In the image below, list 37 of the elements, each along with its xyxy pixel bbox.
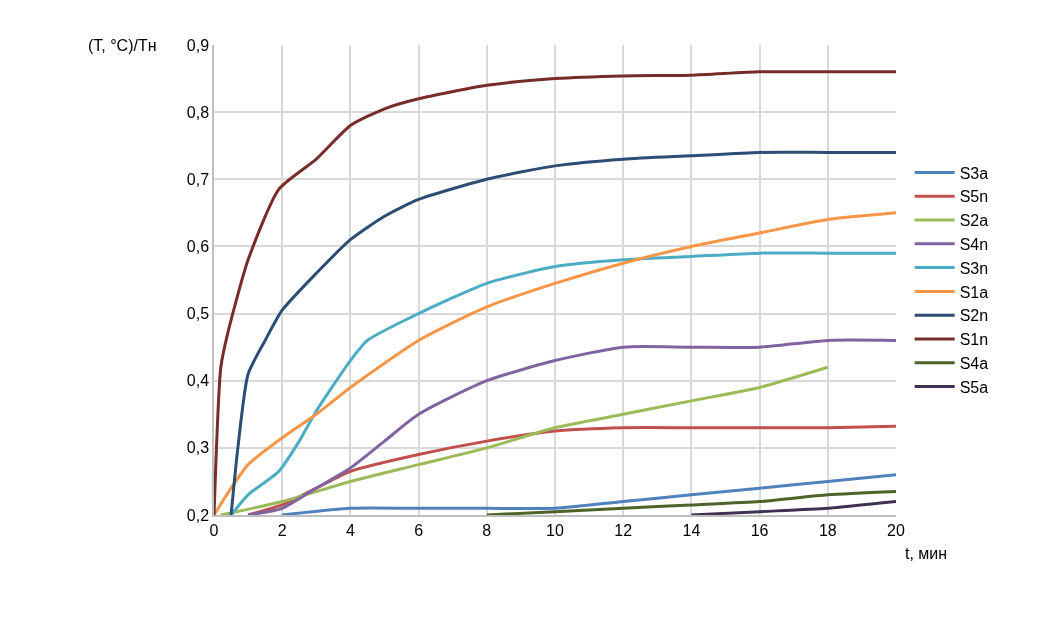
y-tick-label: 0,8 — [186, 103, 210, 121]
y-tick-label: 0,7 — [186, 170, 210, 188]
line-series — [485, 490, 896, 515]
legend-label: S4n — [959, 236, 989, 254]
legend-label: S1a — [959, 283, 989, 301]
line-series — [246, 338, 896, 515]
x-tick-label: 18 — [818, 521, 837, 539]
y-tick-label: 0,4 — [186, 372, 210, 390]
legend-label: S2a — [959, 212, 989, 230]
x-tick-label: 2 — [277, 521, 287, 539]
x-tick-label: 0 — [209, 521, 219, 539]
x-tick-label: 4 — [345, 521, 355, 539]
x-axis-title: t, мин — [905, 545, 948, 562]
line-series — [689, 500, 896, 515]
x-tick-label: 12 — [614, 521, 633, 539]
y-tick-label: 0,9 — [186, 36, 210, 54]
legend-label: S5a — [959, 378, 989, 396]
y-tick-label: 0,3 — [186, 439, 210, 457]
x-tick-label: 14 — [682, 521, 701, 539]
legend-label: S3a — [959, 164, 989, 182]
legend-label: S3n — [959, 259, 989, 277]
y-tick-label: 0,2 — [186, 506, 210, 524]
x-tick-label: 10 — [546, 521, 564, 539]
y-tick-label: 0,5 — [186, 305, 210, 323]
x-tick-label: 8 — [482, 521, 492, 539]
x-tick-label: 20 — [887, 521, 905, 539]
legend-label: S2n — [959, 307, 989, 325]
line-series — [280, 473, 896, 515]
y-axis-title: (T, °C)/Tн — [88, 37, 157, 54]
y-tick-label: 0,6 — [186, 238, 210, 256]
legend-label: S4a — [959, 355, 989, 373]
line-series — [229, 150, 896, 515]
x-tick-label: 6 — [414, 521, 424, 539]
x-tick-label: 16 — [750, 521, 769, 539]
legend-label: S1n — [959, 331, 989, 349]
line-series — [219, 365, 830, 515]
legend-label: S5n — [959, 188, 989, 206]
